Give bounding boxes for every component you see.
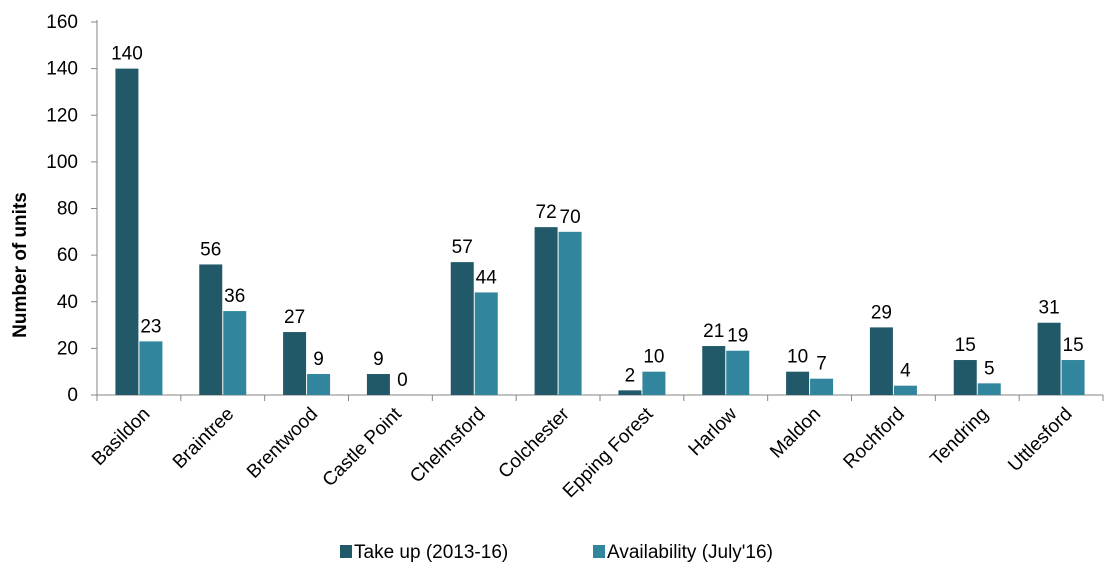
y-axis: 0 20 40 60 80 100 120 140 160 [46, 12, 98, 406]
bar-availability [223, 311, 247, 395]
bar-availability [810, 378, 834, 395]
data-label: 15 [1063, 335, 1084, 356]
y-tick-label: 40 [57, 292, 78, 313]
x-tick-label: Basildon [88, 404, 154, 470]
x-tick-label: Uttlesford [1004, 404, 1076, 476]
bar-take-up [953, 360, 977, 395]
data-label: 27 [284, 307, 305, 328]
bar-take-up [534, 227, 558, 395]
data-label: 10 [643, 347, 664, 368]
bar-take-up [786, 371, 810, 395]
data-label: 21 [703, 321, 724, 342]
y-tick-label: 80 [57, 199, 78, 220]
bar-take-up [869, 327, 893, 395]
legend-swatch [340, 545, 352, 558]
bar-take-up [283, 332, 307, 395]
x-tick-label: Tendring [926, 404, 992, 470]
y-axis-title: Number of units [10, 192, 31, 338]
data-label: 9 [313, 349, 324, 370]
x-tick-label: Castle Point [319, 403, 407, 491]
bar-availability [642, 371, 666, 395]
data-label: 140 [111, 44, 143, 65]
bar-availability [474, 292, 498, 395]
data-label: 10 [787, 347, 808, 368]
data-label: 70 [560, 207, 581, 228]
bar-availability [558, 231, 582, 395]
x-tick-label: Brentwood [243, 404, 322, 483]
data-label: 72 [536, 202, 557, 223]
y-tick-label: 160 [46, 12, 78, 33]
bar-availability [977, 383, 1001, 395]
bar-take-up [1037, 322, 1061, 395]
data-label: 44 [476, 267, 498, 288]
data-label: 9 [373, 349, 384, 370]
x-tick-label: Colchester [495, 403, 575, 483]
legend-swatch [593, 545, 605, 558]
data-label: 36 [224, 286, 245, 307]
data-label: 31 [1039, 298, 1060, 319]
y-tick-label: 0 [67, 385, 78, 406]
data-label: 19 [727, 326, 748, 347]
x-tick-label: Rochford [840, 404, 909, 473]
bar-take-up [618, 390, 642, 395]
data-label: 0 [397, 370, 408, 391]
x-tick-label: Epping Forest [559, 403, 658, 502]
x-tick-label: Harlow [685, 403, 742, 460]
bars [115, 68, 1085, 395]
bar-take-up [450, 262, 474, 395]
legend: Take up (2013-16) Availability (July'16) [340, 542, 773, 563]
y-tick-label: 100 [46, 152, 78, 173]
data-label: 23 [140, 316, 161, 337]
bar-availability [726, 350, 750, 395]
data-label: 2 [625, 365, 636, 386]
x-tick-label: Braintree [169, 404, 238, 473]
bar-availability [1061, 360, 1085, 395]
bar-take-up [702, 346, 726, 395]
bar-take-up [115, 68, 139, 395]
data-label: 7 [816, 354, 827, 375]
y-tick-label: 20 [57, 338, 78, 359]
y-tick-label: 140 [46, 59, 78, 80]
data-label: 4 [900, 361, 911, 382]
bar-take-up [366, 374, 390, 395]
y-tick-label: 60 [57, 245, 78, 266]
data-label: 29 [871, 302, 892, 323]
bar-take-up [199, 264, 223, 395]
data-label: 57 [452, 237, 473, 258]
data-label: 15 [955, 335, 976, 356]
x-tick-label: Maldon [766, 404, 825, 463]
bar-availability [307, 374, 331, 395]
bar-availability [893, 385, 917, 395]
legend-label: Availability (July'16) [607, 542, 773, 563]
legend-label: Take up (2013-16) [354, 542, 508, 563]
data-label: 56 [200, 239, 221, 260]
data-label: 5 [984, 358, 995, 379]
y-tick-label: 120 [46, 105, 78, 126]
x-tick-label: Chelmsford [406, 404, 490, 488]
bar-availability [139, 341, 163, 395]
